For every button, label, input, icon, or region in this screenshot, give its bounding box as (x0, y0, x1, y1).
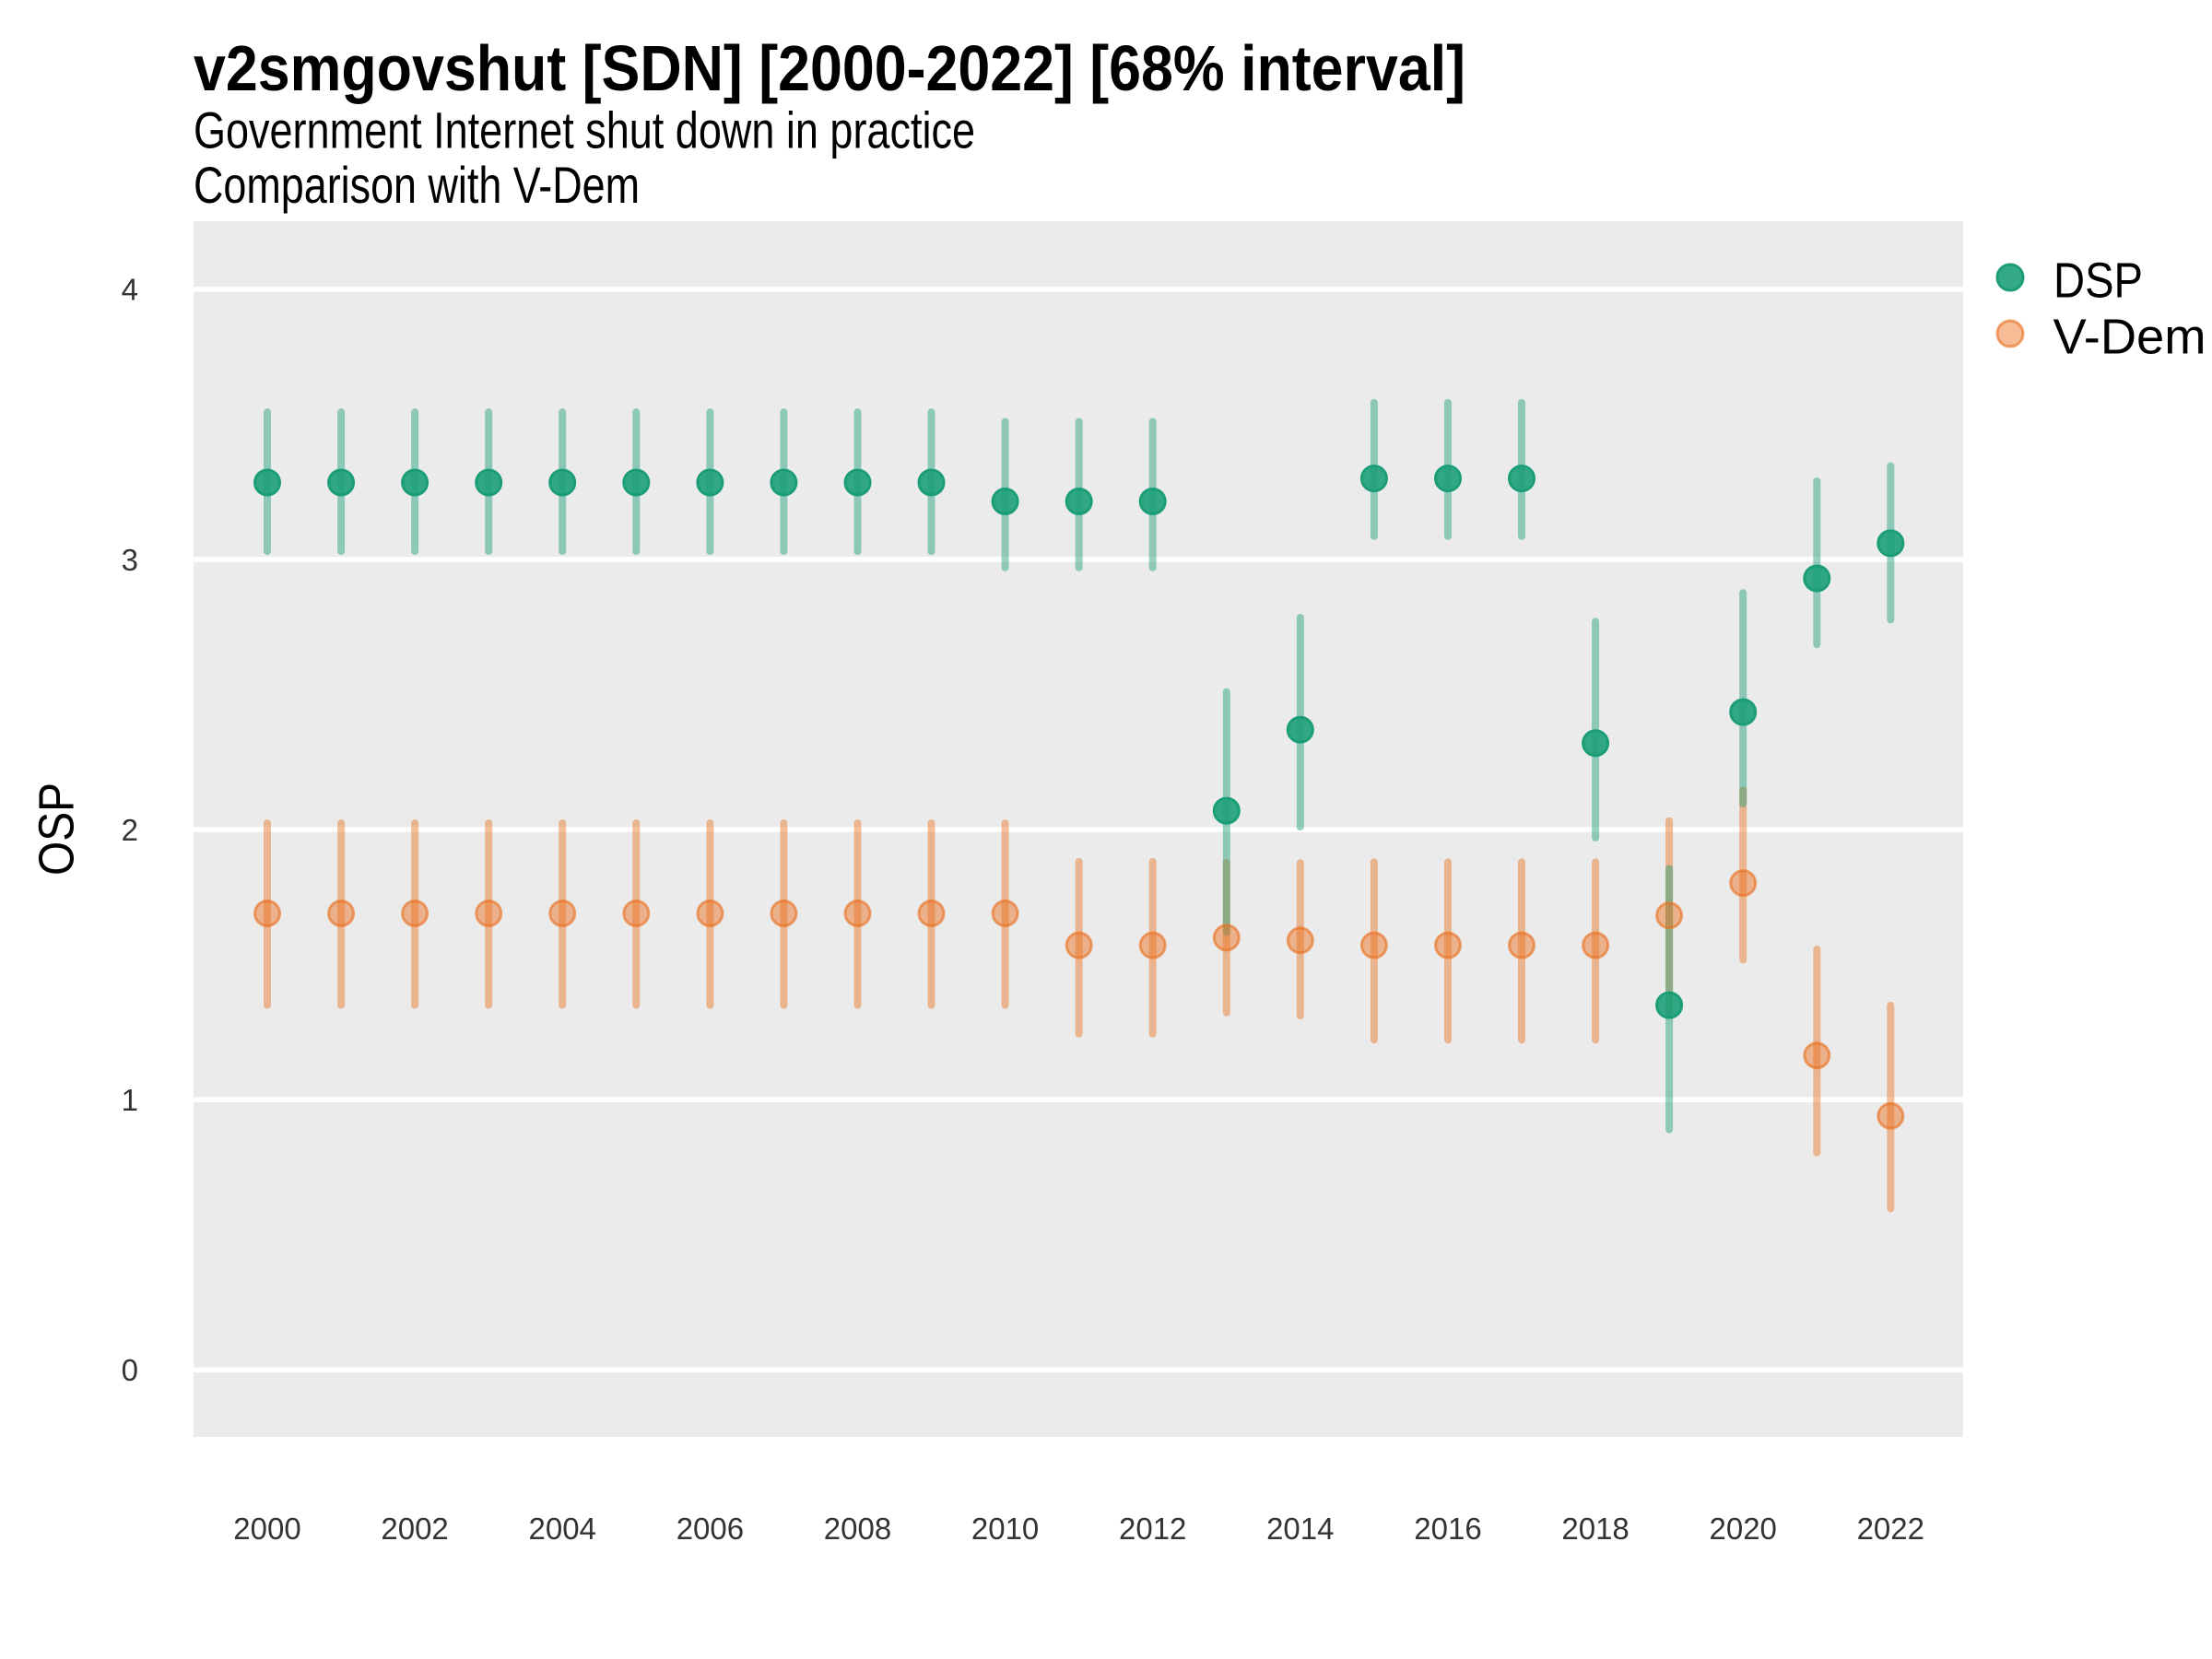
svg-text:2016: 2016 (1414, 1512, 1481, 1546)
svg-text:2014: 2014 (1266, 1512, 1334, 1546)
svg-text:3: 3 (122, 543, 138, 577)
svg-text:OSP: OSP (29, 782, 85, 876)
svg-text:2012: 2012 (1119, 1512, 1186, 1546)
svg-text:DSP: DSP (2053, 253, 2143, 309)
svg-text:1: 1 (122, 1083, 138, 1117)
svg-text:2000: 2000 (233, 1512, 300, 1546)
svg-text:4: 4 (122, 273, 138, 307)
svg-text:2020: 2020 (1709, 1512, 1776, 1546)
svg-text:2002: 2002 (381, 1512, 448, 1546)
svg-text:Comparison with V-Dem: Comparison with V-Dem (194, 156, 640, 214)
svg-text:v2smgovshut [SDN] [2000-2022]: v2smgovshut [SDN] [2000-2022] [68% inter… (194, 32, 1465, 104)
svg-text:Government Internet shut down: Government Internet shut down in practic… (194, 101, 975, 159)
svg-text:2004: 2004 (528, 1512, 595, 1546)
svg-text:2010: 2010 (971, 1512, 1039, 1546)
svg-text:2022: 2022 (1857, 1512, 1924, 1546)
svg-text:2: 2 (122, 813, 138, 847)
svg-text:2008: 2008 (824, 1512, 891, 1546)
svg-text:2018: 2018 (1561, 1512, 1629, 1546)
svg-text:V-Dem: V-Dem (2053, 310, 2206, 365)
svg-text:2006: 2006 (677, 1512, 744, 1546)
svg-text:0: 0 (122, 1353, 138, 1387)
